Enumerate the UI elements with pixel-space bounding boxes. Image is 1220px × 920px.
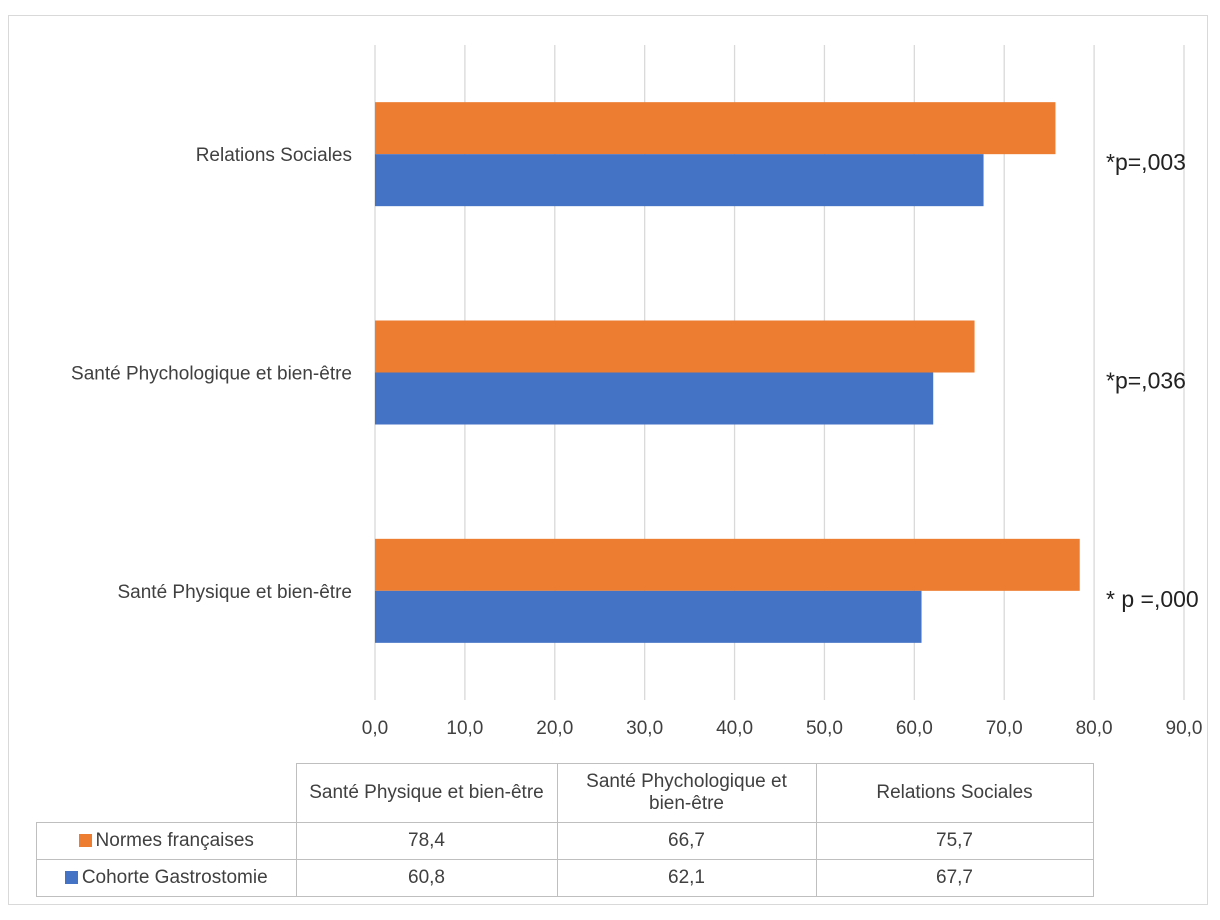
table-corner xyxy=(36,763,297,823)
table-row: Cohorte Gastrostomie 60,8 62,1 67,7 xyxy=(36,859,1094,897)
x-tick-label: 80,0 xyxy=(1076,718,1113,739)
table-cell: 66,7 xyxy=(556,822,817,860)
category-label: Relations Sociales xyxy=(196,145,352,166)
x-tick-label: 10,0 xyxy=(446,718,483,739)
significance-annotation: * p =,000 xyxy=(1106,586,1199,612)
table-header-cell: Relations Sociales xyxy=(815,763,1094,823)
x-tick-label: 90,0 xyxy=(1166,718,1203,739)
table-header-cell: Santé Phychologique et bien-être xyxy=(556,763,817,823)
table-cell: 60,8 xyxy=(295,859,558,897)
x-tick-label: 20,0 xyxy=(536,718,573,739)
chart-frame xyxy=(8,15,1208,905)
legend-cell: Cohorte Gastrostomie xyxy=(36,859,297,897)
category-label: Santé Phychologique et bien-être xyxy=(71,364,352,385)
legend-label: Normes françaises xyxy=(95,830,254,851)
bar xyxy=(375,590,922,643)
table-cell: 62,1 xyxy=(556,859,817,897)
x-tick-label: 70,0 xyxy=(986,718,1023,739)
data-table: Santé Physique et bien-être Santé Phycho… xyxy=(36,763,1094,897)
bar xyxy=(375,538,1080,591)
legend-cell: Normes françaises xyxy=(36,822,297,860)
table-cell: 67,7 xyxy=(815,859,1094,897)
table-cell: 78,4 xyxy=(295,822,558,860)
legend-swatch-blue xyxy=(64,871,78,884)
table-cell: 75,7 xyxy=(815,822,1094,860)
x-tick-label: 50,0 xyxy=(806,718,843,739)
category-label: Santé Physique et bien-être xyxy=(118,582,353,603)
legend-swatch-orange xyxy=(78,834,92,847)
x-tick-label: 0,0 xyxy=(362,718,388,739)
x-tick-label: 30,0 xyxy=(626,718,663,739)
table-row: Normes françaises 78,4 66,7 75,7 xyxy=(36,822,1094,860)
table-header-cell: Santé Physique et bien-être xyxy=(295,763,558,823)
bar xyxy=(375,154,984,207)
bar xyxy=(375,320,975,373)
table-header-row: Santé Physique et bien-être Santé Phycho… xyxy=(36,763,1094,823)
significance-annotation: *p=,036 xyxy=(1106,368,1186,394)
significance-annotation: *p=,003 xyxy=(1106,149,1186,175)
legend-label: Cohorte Gastrostomie xyxy=(81,867,268,888)
bar-chart: 0,0 10,0 20,0 30,0 40,0 50,0 60,0 70,0 80,0 90,0 S… xyxy=(71,45,1203,739)
bar xyxy=(375,372,934,425)
x-tick-label: 60,0 xyxy=(896,718,933,739)
bar xyxy=(375,102,1056,155)
x-tick-label: 40,0 xyxy=(716,718,753,739)
